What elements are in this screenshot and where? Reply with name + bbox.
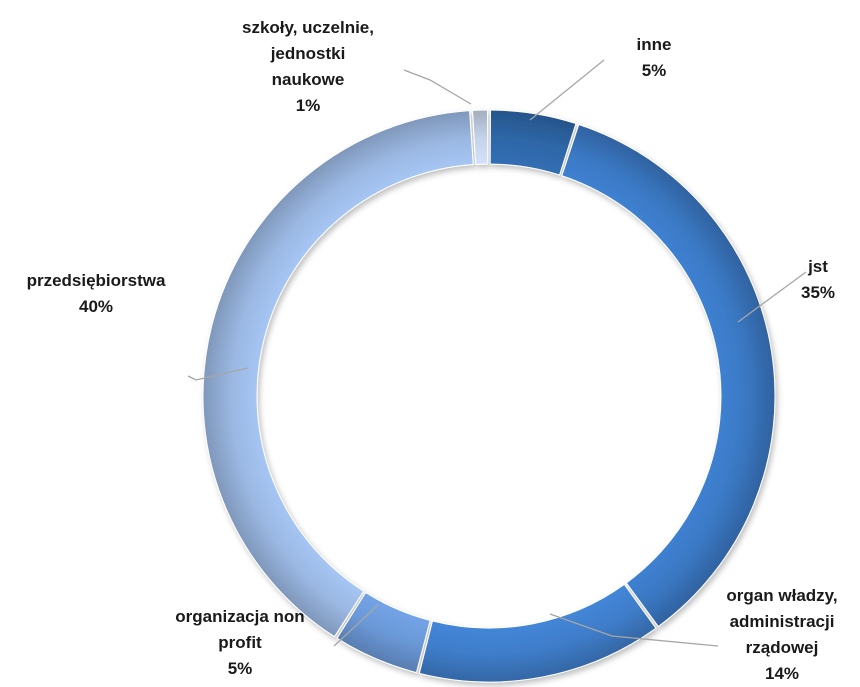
data-label-line: administracji: [730, 612, 835, 631]
data-label-line: jednostki: [270, 44, 346, 63]
slice-przedsiębiorstwa: [202, 110, 474, 638]
leader-line: [529, 59, 605, 121]
slice-jst: [561, 123, 776, 628]
slice-organ-władzy-administracji-rządowej: [418, 583, 657, 683]
data-label-line: naukowe: [272, 70, 345, 89]
data-label: jst 35%: [801, 257, 835, 302]
data-label: przedsiębiorstwa 40%: [27, 271, 166, 316]
data-label-line: szkoły, uczelnie,: [242, 18, 374, 37]
data-label-line: 40%: [79, 297, 113, 316]
data-label: organizacja non profit 5%: [175, 607, 304, 678]
leader-lines: [187, 59, 807, 647]
leader-line: [403, 69, 472, 105]
data-label: szkoły, uczelnie, jednostki naukowe 1%: [242, 18, 374, 115]
leader-line: [187, 367, 249, 381]
donut-slices: [202, 109, 776, 683]
data-label-line: inne: [637, 35, 672, 54]
data-label-line: 35%: [801, 283, 835, 302]
data-label: inne 5%: [637, 35, 672, 80]
leader-line: [333, 604, 379, 647]
data-label-line: 5%: [642, 61, 667, 80]
data-label-line: przedsiębiorstwa: [27, 271, 166, 290]
data-label-line: jst: [807, 257, 828, 276]
data-label-line: organizacja non: [175, 607, 304, 626]
slice-inne: [489, 109, 577, 176]
leader-line: [737, 271, 807, 323]
data-label-line: organ władzy,: [726, 586, 837, 605]
slice-szkoły-uczelnie-jednostki-naukowe: [472, 109, 489, 165]
data-label-line: rządowej: [746, 638, 819, 657]
data-labels: inne 5% jst 35% organ władzy, administracji rz…: [27, 18, 838, 683]
data-label-line: 14%: [765, 664, 799, 683]
slice-organizacja-non-profit: [336, 591, 431, 674]
data-label-line: 5%: [228, 659, 253, 678]
data-label-line: profit: [218, 633, 262, 652]
data-label: organ władzy, administracji rządowej 14%: [726, 586, 837, 683]
leader-line: [549, 613, 719, 647]
data-label-line: 1%: [296, 96, 321, 115]
